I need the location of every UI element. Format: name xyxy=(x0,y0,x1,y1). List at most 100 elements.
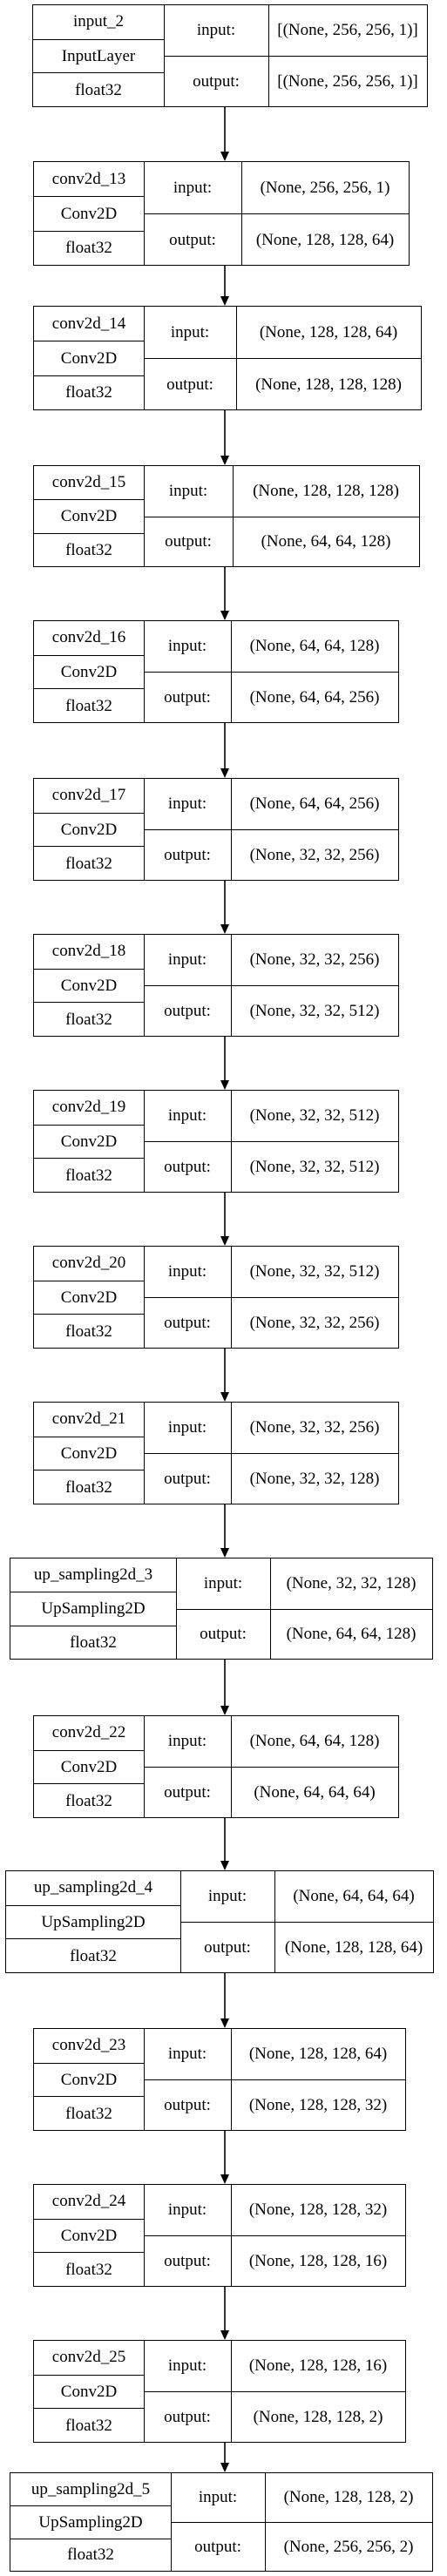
layer-type: Conv2D xyxy=(34,1280,144,1315)
layer-type: Conv2D xyxy=(34,196,144,231)
layer-info: conv2d_15 Conv2D float32 xyxy=(34,466,145,566)
input-label: input: xyxy=(167,950,207,969)
io-shapes: (None, 128, 128, 16) (None, 128, 128, 2) xyxy=(231,2341,405,2442)
layer-node: up_sampling2d_4 UpSampling2D float32 input:… xyxy=(5,1870,434,1973)
layer-info: up_sampling2d_3 UpSampling2D float32 xyxy=(10,1558,177,1659)
layer-info: conv2d_14 Conv2D float32 xyxy=(34,307,145,409)
layer-node: input_2 InputLayer float32 input: output: [(N… xyxy=(32,4,428,107)
layer-dtype: float32 xyxy=(34,1002,144,1037)
layer-dtype: float32 xyxy=(34,375,144,410)
layer-name: conv2d_15 xyxy=(51,473,126,492)
io-labels: input: output: xyxy=(144,1403,232,1504)
layer-type: Conv2D xyxy=(34,1436,144,1471)
output-shape: (None, 256, 256, 2) xyxy=(265,2522,432,2572)
io-labels: input: output: xyxy=(180,1871,275,1972)
layer-type: Conv2D xyxy=(34,341,144,375)
input-shape: (None, 32, 32, 512) xyxy=(249,1106,380,1125)
layer-info: conv2d_18 Conv2D float32 xyxy=(34,935,145,1036)
layer-node: conv2d_22 Conv2D float32 input: output: (None… xyxy=(33,1715,399,1818)
input-label: input: xyxy=(167,1732,207,1750)
output-shape: (None, 32, 32, 256) xyxy=(231,829,398,881)
output-shape: (None, 128, 128, 128) xyxy=(236,358,421,410)
layer-node: conv2d_16 Conv2D float32 input: output: (None… xyxy=(33,620,399,723)
io-shapes: (None, 128, 128, 2) (None, 256, 256, 2) xyxy=(265,2473,432,2571)
layer-node: up_sampling2d_5 UpSampling2D float32 input:… xyxy=(10,2472,433,2572)
io-labels: input: output: xyxy=(144,935,232,1036)
layer-dtype: float32 xyxy=(34,1314,144,1349)
layer-name: up_sampling2d_5 xyxy=(30,2479,151,2498)
io-shapes: [(None, 256, 256, 1)] [(None, 256, 256, 1… xyxy=(268,5,427,106)
arrowhead xyxy=(220,152,229,161)
layer-name: conv2d_25 xyxy=(51,2348,126,2367)
layer-type: Conv2D xyxy=(34,2218,144,2254)
layer-name: conv2d_21 xyxy=(51,1410,126,1429)
layer-name: conv2d_14 xyxy=(51,314,126,333)
layer-type: UpSampling2D xyxy=(10,1592,176,1626)
layer-node: conv2d_15 Conv2D float32 input: output: (None… xyxy=(33,465,420,567)
layer-node: conv2d_13 Conv2D float32 input: output: (None… xyxy=(33,161,410,266)
io-shapes: (None, 64, 64, 64) (None, 128, 128, 64) xyxy=(274,1871,433,1972)
layer-dtype: float32 xyxy=(34,1470,144,1504)
io-shapes: (None, 256, 256, 1) (None, 128, 128, 64) xyxy=(241,162,409,265)
layer-node: conv2d_14 Conv2D float32 input: output: (None… xyxy=(33,306,422,410)
layer-node: conv2d_19 Conv2D float32 input: output: (None… xyxy=(33,1090,399,1193)
input-shape: (None, 32, 32, 512) xyxy=(249,1262,380,1281)
layer-dtype: float32 xyxy=(10,2538,171,2572)
io-shapes: (None, 128, 128, 64) (None, 128, 128, 32) xyxy=(231,2029,405,2130)
layer-name: conv2d_23 xyxy=(51,2036,126,2055)
layer-name: conv2d_24 xyxy=(51,2192,126,2211)
layer-type: InputLayer xyxy=(33,38,164,74)
output-label: output: xyxy=(144,2235,231,2287)
layer-node: conv2d_25 Conv2D float32 input: output: (None… xyxy=(33,2340,406,2443)
output-label: output: xyxy=(144,829,231,881)
layer-name: conv2d_18 xyxy=(51,942,126,961)
io-shapes: (None, 32, 32, 512) (None, 32, 32, 256) xyxy=(231,1247,398,1348)
layer-name: conv2d_13 xyxy=(51,169,126,188)
layer-name: conv2d_16 xyxy=(51,628,126,647)
input-shape: [(None, 256, 256, 1)] xyxy=(277,21,418,39)
arrowhead xyxy=(220,1236,229,1246)
output-shape: (None, 32, 32, 256) xyxy=(231,1297,398,1349)
input-label: input: xyxy=(167,794,207,813)
output-label: output: xyxy=(180,1922,274,1973)
output-shape: (None, 128, 128, 64) xyxy=(274,1922,433,1973)
io-shapes: (None, 32, 32, 256) (None, 32, 32, 512) xyxy=(231,935,398,1036)
output-shape: (None, 32, 32, 512) xyxy=(231,985,398,1037)
arrowhead xyxy=(220,1392,229,1402)
input-shape: (None, 128, 128, 64) xyxy=(248,2045,388,2063)
output-label: output: xyxy=(144,1297,231,1349)
layer-type: Conv2D xyxy=(34,499,144,533)
io-labels: input: output: xyxy=(171,2473,266,2571)
io-labels: input: output: xyxy=(144,1247,232,1348)
layer-name: conv2d_20 xyxy=(51,1254,126,1273)
output-shape: (None, 64, 64, 256) xyxy=(231,672,398,723)
input-shape: (None, 128, 128, 128) xyxy=(253,481,399,500)
io-labels: input: output: xyxy=(144,621,232,722)
input-label: input: xyxy=(167,1262,207,1281)
layer-info: conv2d_16 Conv2D float32 xyxy=(34,621,145,722)
layer-dtype: float32 xyxy=(34,846,144,881)
input-label: input: xyxy=(207,1887,247,1905)
io-shapes: (None, 128, 128, 64) (None, 128, 128, 128… xyxy=(236,307,421,409)
input-label: input: xyxy=(170,322,210,341)
output-shape: (None, 128, 128, 2) xyxy=(231,2391,405,2443)
output-label: output: xyxy=(144,213,241,266)
input-shape: (None, 32, 32, 128) xyxy=(286,1573,417,1592)
layer-type: Conv2D xyxy=(34,2062,144,2098)
arrowhead xyxy=(220,1706,229,1715)
layer-node: conv2d_18 Conv2D float32 input: output: (None… xyxy=(33,934,399,1037)
layer-name: conv2d_19 xyxy=(51,1098,126,1117)
io-shapes: (None, 128, 128, 128) (None, 64, 64, 128) xyxy=(233,466,419,566)
layer-node: conv2d_20 Conv2D float32 input: output: (None… xyxy=(33,1246,399,1349)
input-label: input: xyxy=(167,2201,207,2219)
input-shape: (None, 256, 256, 1) xyxy=(260,178,390,197)
output-label: output: xyxy=(144,516,233,568)
layer-type: Conv2D xyxy=(34,654,144,690)
output-shape: (None, 128, 128, 32) xyxy=(231,2079,405,2131)
io-labels: input: output: xyxy=(144,779,232,880)
input-label: input: xyxy=(167,2045,207,2063)
input-label: input: xyxy=(167,2356,207,2375)
layer-type: Conv2D xyxy=(34,2374,144,2410)
output-label: output: xyxy=(144,1141,231,1193)
